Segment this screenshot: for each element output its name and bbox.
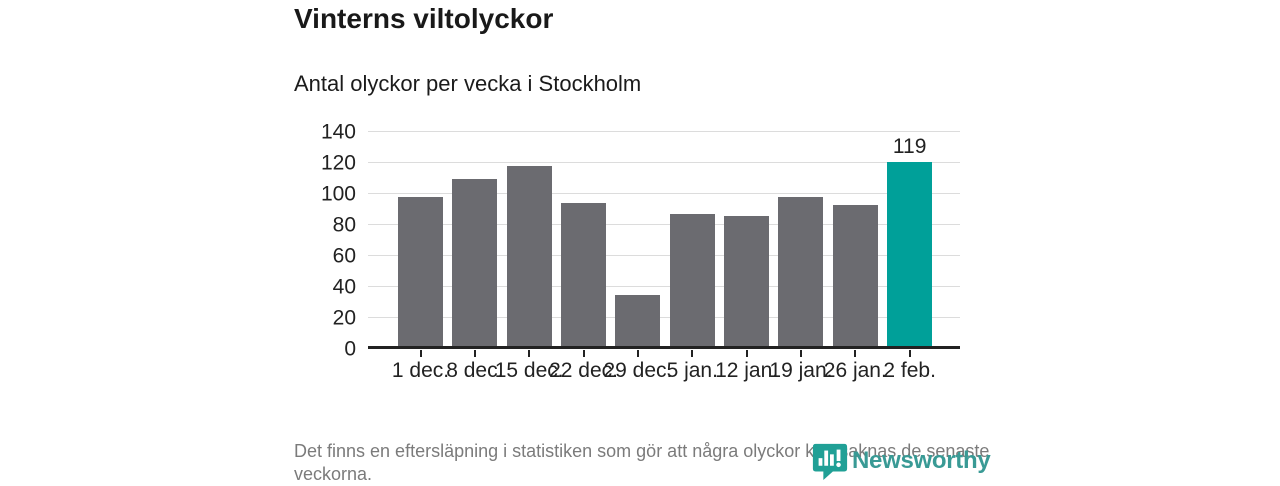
chart-bar-small	[818, 458, 823, 466]
x-axis-label: 22 dec.	[549, 359, 618, 382]
bar	[398, 197, 443, 346]
y-axis-label: 0	[344, 337, 356, 361]
gridline	[368, 317, 960, 318]
x-axis-line	[368, 346, 960, 349]
y-axis-label: 20	[332, 306, 356, 330]
x-axis-label: 8 dec.	[446, 359, 504, 382]
newsworthy-wordmark: Newsworthy	[852, 447, 991, 474]
x-axis-tick	[691, 350, 694, 357]
x-axis-tick	[854, 350, 857, 357]
bar	[506, 166, 552, 346]
bar	[561, 203, 607, 346]
x-axis-label: 5 jan.	[666, 359, 718, 382]
x-axis-tick	[745, 350, 748, 357]
y-axis-label: 80	[332, 213, 356, 237]
x-axis-label: 19 jan.	[769, 359, 833, 382]
bar	[452, 178, 498, 346]
x-axis-label: 26 jan.	[823, 359, 887, 382]
bar	[615, 294, 661, 346]
x-axis-tick	[799, 350, 802, 357]
x-axis-tick	[908, 350, 911, 357]
x-axis-tick	[473, 350, 476, 357]
page-title: Vinterns viltolyckor	[294, 3, 554, 34]
x-axis-tick	[636, 350, 639, 357]
bar	[669, 214, 715, 346]
exclamation-dot	[836, 462, 841, 468]
bar	[778, 197, 824, 346]
x-axis-label: 29 dec.	[603, 359, 673, 382]
y-axis-label: 100	[320, 182, 356, 206]
gridline	[368, 162, 960, 163]
x-axis-label: 2 feb.	[883, 359, 936, 382]
y-axis-label: 140	[320, 120, 356, 144]
y-axis-label: 40	[332, 275, 356, 299]
x-axis-tick	[582, 350, 585, 357]
bar	[724, 215, 770, 346]
x-axis-label: 1 dec.	[391, 359, 450, 382]
chart-bar-tall	[824, 450, 829, 466]
x-axis-label: 12 jan.	[715, 359, 779, 382]
plot-area: 0 20 40 60 80 100 120 140 1 dec. 8 dec. 15 dec. 22 …	[321, 122, 960, 382]
exclamation-stroke	[836, 449, 841, 461]
y-axis-label: 120	[320, 151, 356, 175]
newsworthy-logo: Newsworthy	[811, 442, 991, 480]
bar	[832, 204, 878, 346]
bar-value-label: 119	[892, 134, 927, 158]
gridline	[368, 286, 960, 287]
newsworthy-pin-icon	[812, 443, 848, 480]
gridline	[368, 193, 960, 194]
chart-bar-mid	[830, 454, 834, 466]
gridline	[368, 131, 960, 132]
gridline	[368, 224, 960, 225]
x-axis-tick	[419, 350, 422, 357]
x-axis-tick	[528, 350, 531, 357]
y-axis-label: 60	[332, 244, 356, 268]
gridline	[368, 255, 960, 256]
bar-highlighted	[887, 161, 933, 346]
x-axis-label: 15 dec.	[494, 359, 564, 382]
chart-subtitle: Antal olyckor per vecka i Stockholm	[294, 71, 642, 96]
